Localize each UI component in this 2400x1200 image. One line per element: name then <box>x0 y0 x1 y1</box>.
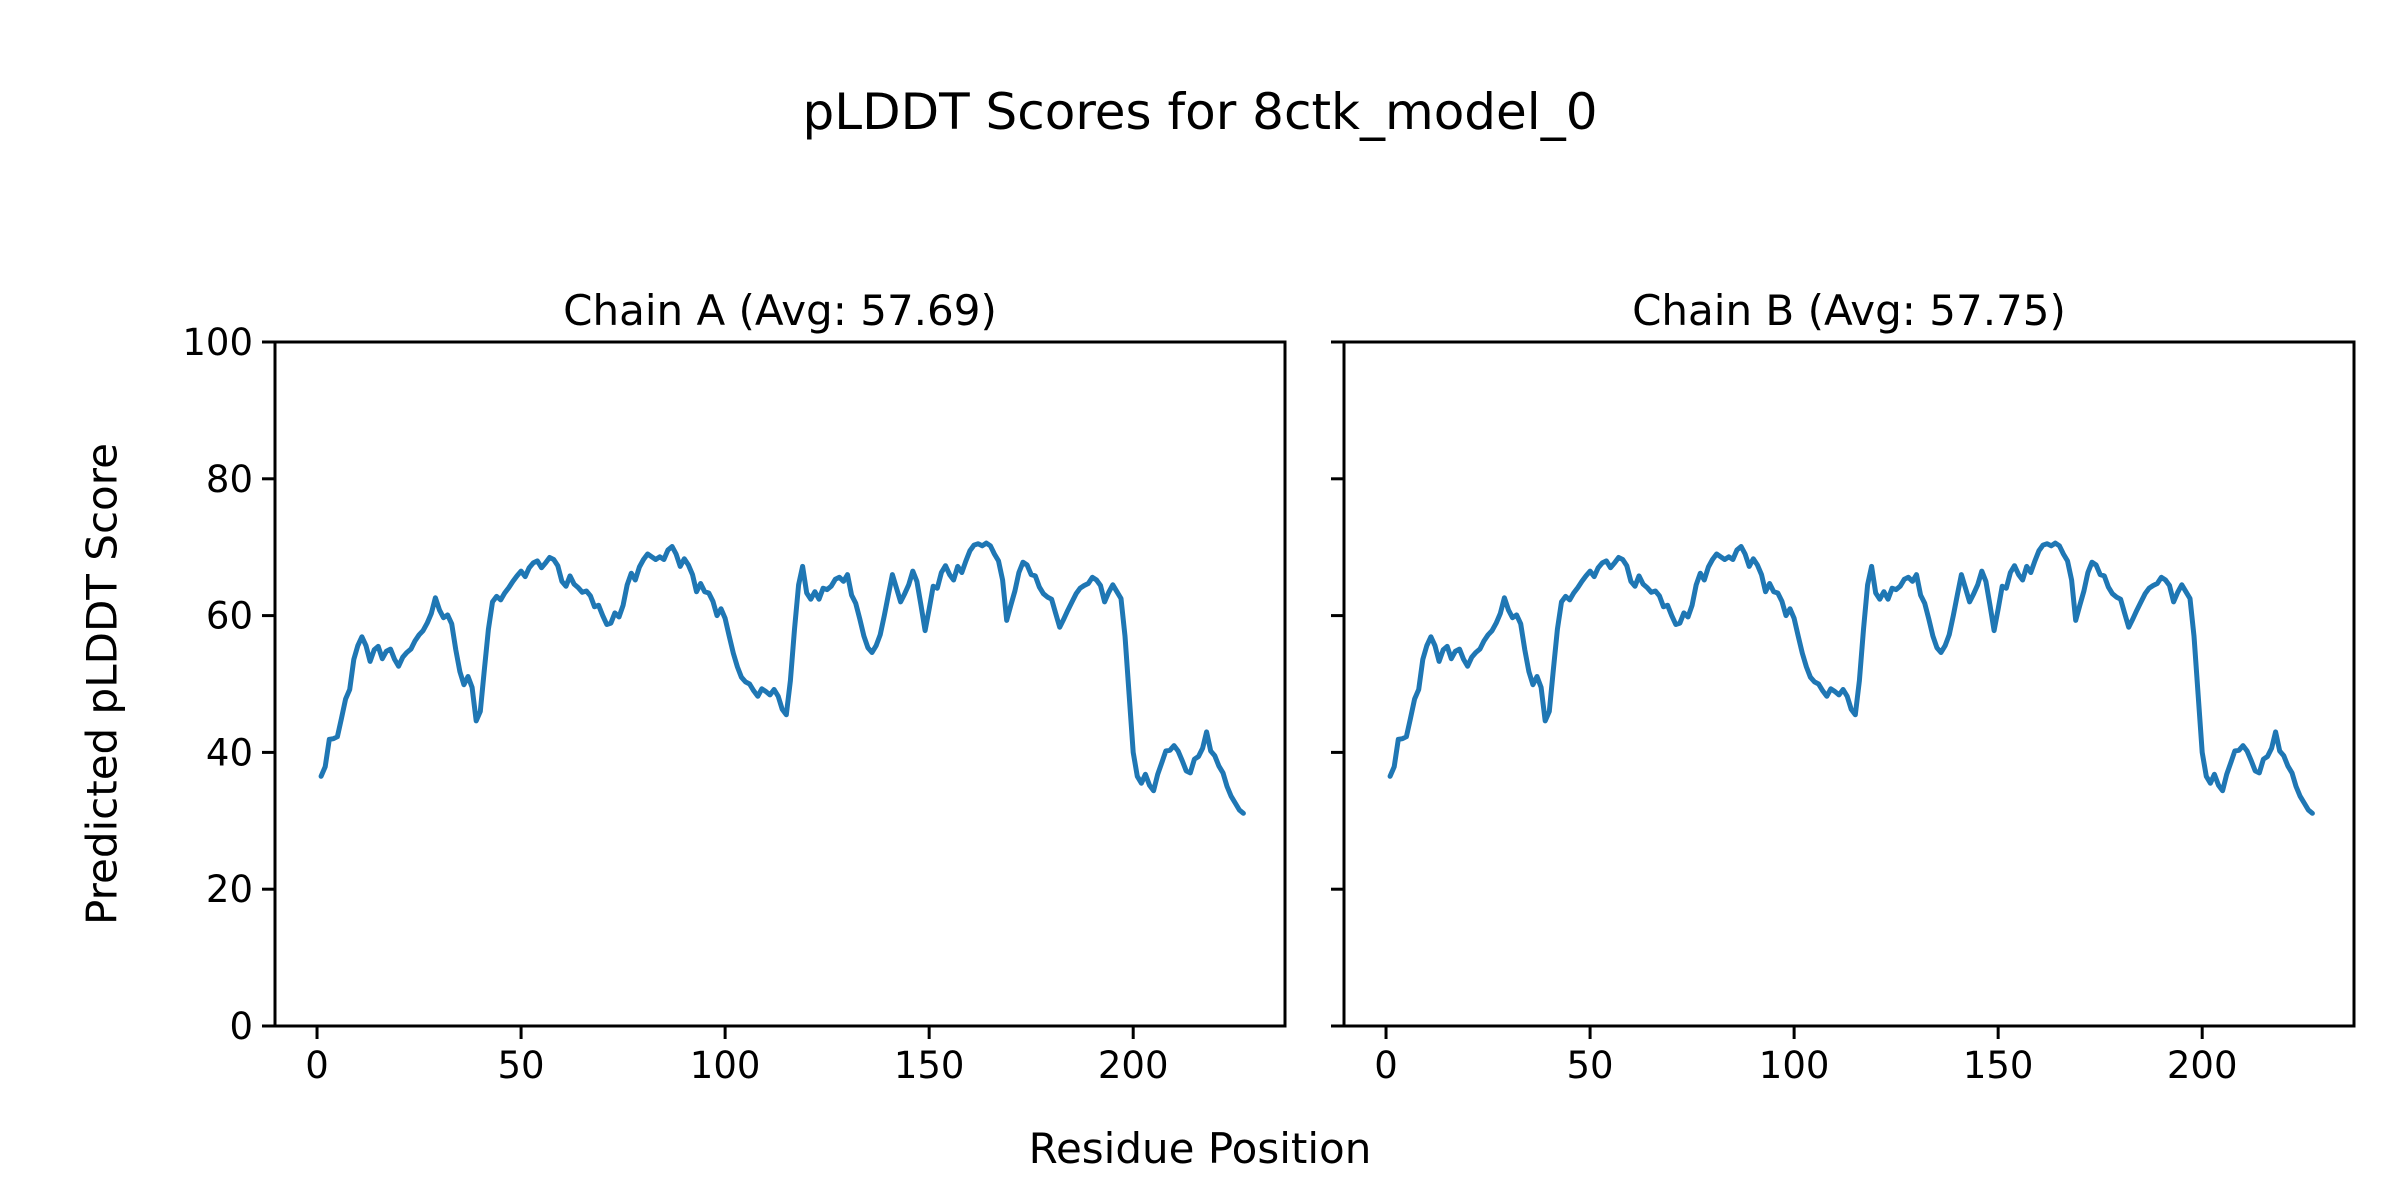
figure-title: pLDDT Scores for 8ctk_model_0 <box>802 83 1598 141</box>
chain-b-plot: 0 50 100 150 200 <box>1331 340 2356 1087</box>
y-tick-label: 0 <box>229 1005 253 1048</box>
plot-border <box>273 340 1287 1028</box>
y-tick-label: 80 <box>206 458 253 501</box>
chain-a-plot: 0 50 100 150 200 0 20 40 60 80 100 <box>182 321 1287 1087</box>
x-tick-label: 0 <box>305 1044 329 1087</box>
y-tick-label: 40 <box>206 731 253 774</box>
x-tick-label: 200 <box>2167 1044 2238 1087</box>
x-tick-label: 150 <box>894 1044 965 1087</box>
y-tick-label: 60 <box>206 595 253 638</box>
x-tick-label: 200 <box>1098 1044 1169 1087</box>
x-tick-label: 100 <box>690 1044 761 1087</box>
chain-a-title: Chain A (Avg: 57.69) <box>563 286 997 335</box>
chain-b-title: Chain B (Avg: 57.75) <box>1632 286 2066 335</box>
y-tick-label: 20 <box>206 868 253 911</box>
y-axis-label: Predicted pLDDT Score <box>77 443 127 925</box>
y-tick-label: 100 <box>182 321 253 364</box>
plot-border <box>1342 340 2356 1028</box>
x-tick-label: 50 <box>1567 1044 1614 1087</box>
x-tick-label: 50 <box>498 1044 545 1087</box>
plddt-line <box>318 540 1246 816</box>
x-axis-label: Residue Position <box>1028 1124 1372 1173</box>
plddt-line <box>1387 540 2315 816</box>
x-tick-label: 100 <box>1759 1044 1830 1087</box>
x-tick-label: 150 <box>1963 1044 2034 1087</box>
x-tick-label: 0 <box>1374 1044 1398 1087</box>
